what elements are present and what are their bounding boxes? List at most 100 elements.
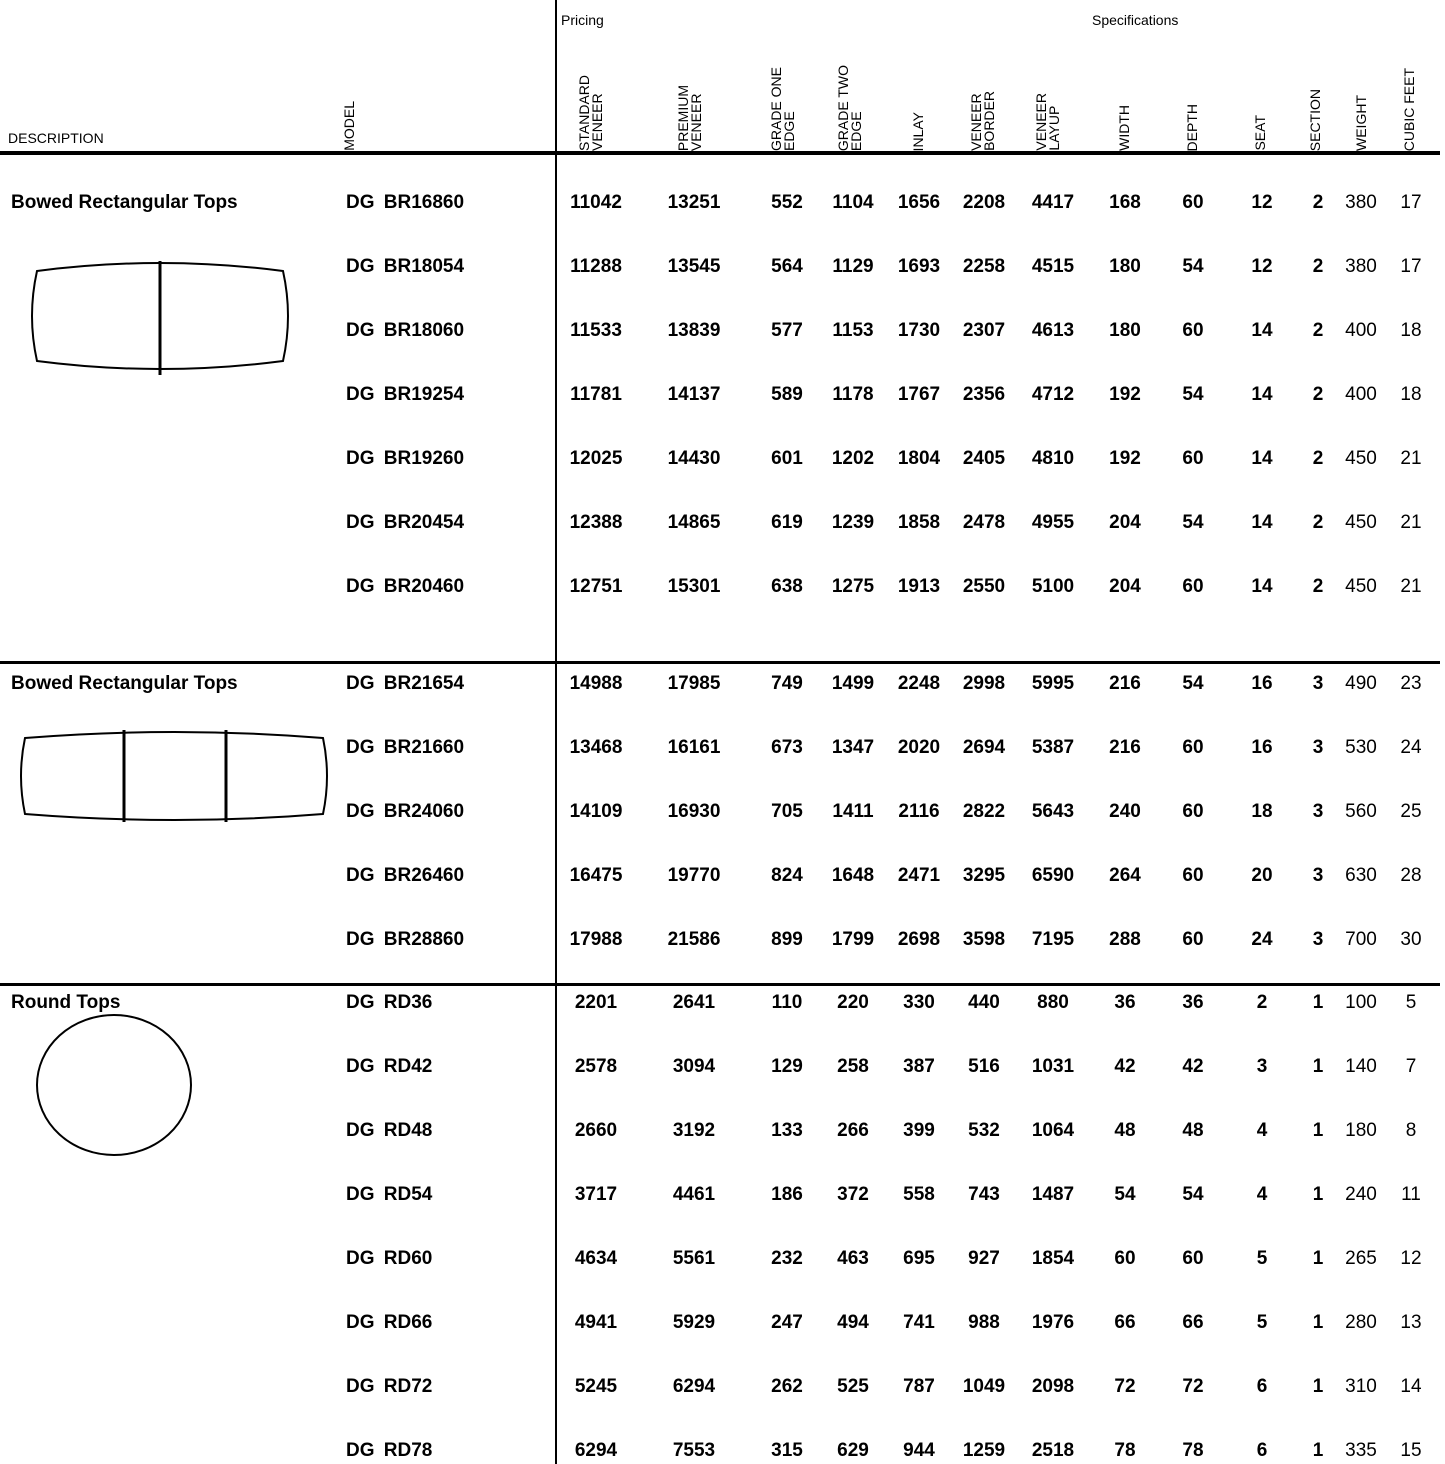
table-cell-weight: 400: [1345, 320, 1377, 341]
table-cell-cubic-feet: 25: [1400, 801, 1422, 822]
table-cell-seat: 12: [1251, 192, 1273, 213]
table-cell-section: 2: [1312, 320, 1324, 341]
table-cell-seat: 12: [1251, 256, 1273, 277]
table-cell-premium-veneer: 13545: [667, 256, 721, 277]
table-cell-seat: 4: [1256, 1184, 1268, 1205]
table-cell-grade-two-edge: 372: [837, 1184, 869, 1205]
column-header-grade-two-edge: GRADE TWO EDGE: [835, 65, 864, 151]
column-header-weight: WEIGHT: [1353, 95, 1369, 151]
table-cell-weight: 450: [1345, 512, 1377, 533]
table-cell-standard-veneer: 2660: [574, 1120, 618, 1141]
table-cell-inlay: 2248: [897, 673, 941, 694]
table-cell-width: 204: [1109, 512, 1141, 533]
table-cell-veneer-border: 2550: [962, 576, 1006, 597]
table-cell-grade-two-edge: 1239: [831, 512, 875, 533]
table-cell-section: 1: [1312, 1312, 1324, 1333]
table-cell-inlay: 558: [903, 1184, 935, 1205]
table-cell-grade-one-edge: 262: [771, 1376, 803, 1397]
table-cell-section: 2: [1312, 448, 1324, 469]
table-cell-veneer-layup: 7195: [1031, 929, 1075, 950]
table-cell-veneer-border: 3598: [962, 929, 1006, 950]
model-number: DG RD42: [346, 1056, 433, 1077]
table-cell-depth: 60: [1182, 1248, 1204, 1269]
table-cell-width: 204: [1109, 576, 1141, 597]
table-cell-inlay: 1730: [897, 320, 941, 341]
table-cell-standard-veneer: 5245: [574, 1376, 618, 1397]
table-cell-cubic-feet: 5: [1405, 992, 1417, 1013]
table-cell-weight: 700: [1345, 929, 1377, 950]
table-cell-weight: 265: [1345, 1248, 1377, 1269]
table-cell-premium-veneer: 14430: [667, 448, 721, 469]
pricing-group-label: Pricing: [561, 12, 604, 28]
table-cell-section: 3: [1312, 801, 1324, 822]
table-cell-veneer-layup: 6590: [1031, 865, 1075, 886]
table-cell-veneer-layup: 2518: [1031, 1440, 1075, 1461]
table-cell-weight: 490: [1345, 673, 1377, 694]
table-cell-grade-two-edge: 525: [837, 1376, 869, 1397]
model-number: DG RD36: [346, 992, 433, 1013]
model-number: DG RD72: [346, 1376, 433, 1397]
table-cell-veneer-border: 2208: [962, 192, 1006, 213]
column-header-veneer-layup: VENEER LAYUP: [1033, 93, 1062, 151]
table-cell-weight: 380: [1345, 192, 1377, 213]
table-cell-veneer-layup: 4417: [1031, 192, 1075, 213]
column-header-depth: DEPTH: [1184, 104, 1200, 151]
bowed-rectangle-3-section-icon: [20, 730, 328, 822]
table-cell-premium-veneer: 14865: [667, 512, 721, 533]
description-column-header: DESCRIPTION: [8, 130, 104, 146]
table-cell-inlay: 399: [903, 1120, 935, 1141]
column-header-width: WIDTH: [1116, 105, 1132, 151]
table-cell-premium-veneer: 5929: [672, 1312, 716, 1333]
table-cell-depth: 42: [1182, 1056, 1204, 1077]
table-cell-veneer-border: 2694: [962, 737, 1006, 758]
table-cell-cubic-feet: 21: [1400, 448, 1422, 469]
table-cell-width: 48: [1114, 1120, 1136, 1141]
table-cell-cubic-feet: 21: [1400, 576, 1422, 597]
table-cell-premium-veneer: 17985: [667, 673, 721, 694]
table-cell-veneer-layup: 1487: [1031, 1184, 1075, 1205]
column-header-cubic-feet: CUBIC FEET: [1401, 67, 1417, 151]
table-cell-grade-two-edge: 1347: [831, 737, 875, 758]
table-cell-inlay: 1858: [897, 512, 941, 533]
table-cell-standard-veneer: 14988: [569, 673, 623, 694]
table-cell-veneer-layup: 2098: [1031, 1376, 1075, 1397]
header-rule: [0, 151, 1440, 155]
table-cell-veneer-border: 743: [968, 1184, 1000, 1205]
table-cell-depth: 54: [1182, 1184, 1204, 1205]
table-cell-veneer-layup: 4810: [1031, 448, 1075, 469]
table-cell-weight: 180: [1345, 1120, 1377, 1141]
table-cell-cubic-feet: 17: [1400, 256, 1422, 277]
table-cell-weight: 310: [1345, 1376, 1377, 1397]
column-header-line: BORDER: [981, 91, 997, 151]
table-cell-veneer-layup: 1064: [1031, 1120, 1075, 1141]
table-cell-depth: 60: [1182, 320, 1204, 341]
table-cell-premium-veneer: 13839: [667, 320, 721, 341]
table-cell-grade-one-edge: 564: [771, 256, 803, 277]
model-number: DG RD60: [346, 1248, 433, 1269]
table-cell-weight: 450: [1345, 448, 1377, 469]
column-header-line: SEAT: [1252, 115, 1268, 151]
table-cell-grade-two-edge: 1178: [832, 384, 874, 405]
table-cell-veneer-border: 2356: [962, 384, 1006, 405]
table-cell-premium-veneer: 16930: [667, 801, 721, 822]
column-header-line: CUBIC FEET: [1401, 67, 1417, 151]
column-header-line: VENEER: [589, 93, 605, 151]
table-cell-depth: 78: [1182, 1440, 1204, 1461]
table-cell-depth: 60: [1182, 801, 1204, 822]
table-cell-cubic-feet: 17: [1400, 192, 1422, 213]
table-cell-grade-two-edge: 1411: [832, 801, 874, 822]
table-cell-veneer-layup: 4515: [1031, 256, 1075, 277]
table-cell-standard-veneer: 13468: [569, 737, 623, 758]
table-cell-depth: 60: [1182, 737, 1204, 758]
model-number: DG RD78: [346, 1440, 433, 1461]
table-cell-veneer-border: 2405: [962, 448, 1006, 469]
table-cell-section: 2: [1312, 512, 1324, 533]
model-number: DG BR19254: [346, 384, 465, 405]
table-cell-grade-one-edge: 638: [771, 576, 803, 597]
table-cell-inlay: 1804: [897, 448, 941, 469]
table-cell-grade-one-edge: 129: [771, 1056, 803, 1077]
table-cell-grade-two-edge: 1153: [832, 320, 874, 341]
table-cell-standard-veneer: 2201: [574, 992, 618, 1013]
specifications-group-label: Specifications: [1092, 12, 1179, 28]
model-number: DG RD66: [346, 1312, 433, 1333]
